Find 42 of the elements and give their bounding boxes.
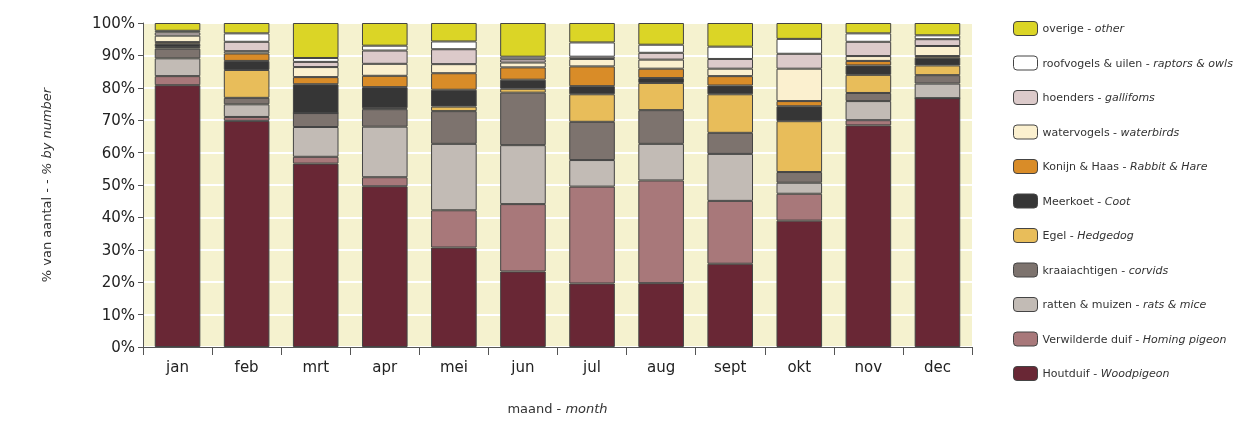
x-tick-label: dec bbox=[923, 357, 951, 376]
x-tick-label: jan bbox=[165, 357, 189, 376]
bar bbox=[500, 23, 546, 57]
legend-label: kraaiachtigen - corvids bbox=[1042, 263, 1169, 277]
y-tick-label: 0% bbox=[111, 338, 135, 356]
bar bbox=[292, 23, 339, 58]
bar bbox=[223, 120, 270, 347]
y-tick-label: 70% bbox=[101, 111, 135, 130]
x-tick-label: jun bbox=[510, 357, 535, 376]
y-tick-label: 90% bbox=[101, 46, 135, 65]
x-tick-label: mrt bbox=[302, 357, 330, 376]
x-tick-label: jul bbox=[582, 357, 601, 376]
x-tick-label: apr bbox=[372, 357, 399, 376]
y-tick-label: 100% bbox=[92, 14, 135, 32]
legend-label: Verwilderde duif - Homing pigeon bbox=[1042, 332, 1227, 346]
bar bbox=[154, 23, 201, 31]
x-tick-label: aug bbox=[647, 357, 676, 376]
x-tick-label: feb bbox=[234, 357, 259, 376]
y-tick-label: 80% bbox=[101, 78, 135, 97]
y-tick-label: 20% bbox=[101, 273, 135, 292]
legend-label: roofvogels & uilen - raptors & owls bbox=[1042, 56, 1234, 70]
x-axis-title: maand - month bbox=[507, 401, 608, 416]
y-tick-label: 30% bbox=[101, 240, 135, 259]
y-axis-title: % van aantal - - % by number bbox=[39, 86, 54, 283]
legend-label: overige - other bbox=[1042, 22, 1126, 35]
x-tick-label: sept bbox=[713, 357, 747, 376]
legend-label: hoenders - gallifoms bbox=[1042, 91, 1156, 104]
x-tick-label: mei bbox=[439, 357, 468, 376]
y-tick-label: 60% bbox=[101, 143, 135, 162]
legend-label: watervogels - waterbirds bbox=[1042, 125, 1180, 139]
bar bbox=[154, 35, 201, 43]
legend-label: Egel - Hedgedog bbox=[1042, 229, 1134, 242]
legend-label: Konijn & Haas - Rabbit & Hare bbox=[1042, 160, 1208, 173]
legend-label: Houtduif - Woodpigeon bbox=[1042, 367, 1170, 380]
x-tick-label: nov bbox=[854, 357, 883, 376]
bar bbox=[914, 23, 961, 36]
y-tick-label: 40% bbox=[101, 208, 135, 227]
legend-label: ratten & muizen - rats & mice bbox=[1042, 298, 1207, 311]
legend-label: Meerkoet - Coot bbox=[1042, 194, 1131, 208]
y-tick-label: 50% bbox=[101, 176, 135, 194]
y-tick-label: 10% bbox=[101, 305, 135, 324]
x-tick-label: okt bbox=[787, 357, 812, 376]
